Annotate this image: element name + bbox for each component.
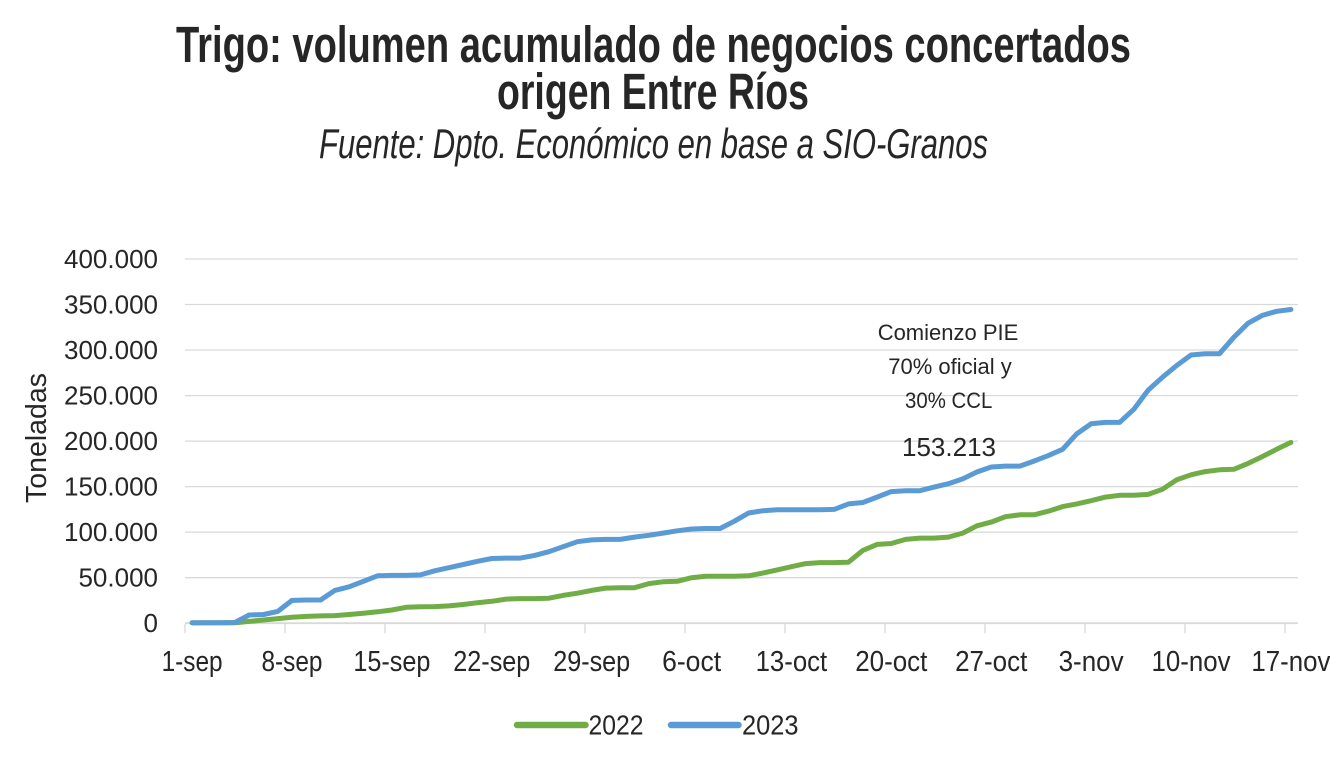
svg-text:300.000: 300.000 — [64, 335, 158, 365]
svg-text:2022: 2022 — [589, 709, 644, 740]
svg-text:29-sep: 29-sep — [553, 646, 630, 678]
svg-text:27-oct: 27-oct — [955, 646, 1027, 678]
svg-text:20-oct: 20-oct — [855, 646, 927, 678]
svg-text:0: 0 — [144, 608, 158, 638]
svg-text:15-sep: 15-sep — [353, 646, 430, 678]
svg-text:400.000: 400.000 — [64, 244, 158, 274]
svg-text:Comienzo PIE: Comienzo PIE — [878, 320, 1019, 345]
svg-text:Toneladas: Toneladas — [21, 373, 53, 503]
svg-text:22-sep: 22-sep — [453, 646, 530, 678]
svg-text:150.000: 150.000 — [64, 472, 158, 502]
svg-text:origen Entre Ríos: origen Entre Ríos — [497, 63, 809, 120]
svg-text:1-sep: 1-sep — [162, 646, 223, 678]
svg-text:Trigo: volumen acumulado de ne: Trigo: volumen acumulado de negocios con… — [176, 16, 1131, 73]
svg-text:2023: 2023 — [742, 709, 799, 740]
svg-text:50.000: 50.000 — [78, 563, 158, 593]
svg-text:Fuente: Dpto. Económico en bas: Fuente: Dpto. Económico en base a SIO-Gr… — [319, 120, 988, 167]
svg-text:100.000: 100.000 — [64, 517, 158, 547]
svg-text:13-oct: 13-oct — [756, 646, 828, 678]
svg-text:8-sep: 8-sep — [262, 646, 323, 678]
svg-text:153.213: 153.213 — [902, 432, 996, 462]
svg-text:350.000: 350.000 — [64, 290, 158, 320]
svg-text:200.000: 200.000 — [64, 426, 158, 456]
svg-text:250.000: 250.000 — [64, 381, 158, 411]
svg-text:17-nov: 17-nov — [1251, 646, 1330, 678]
svg-text:10-nov: 10-nov — [1152, 646, 1231, 678]
svg-text:3-nov: 3-nov — [1059, 646, 1124, 678]
svg-text:70% oficial y: 70% oficial y — [888, 354, 1012, 379]
svg-text:30% CCL: 30% CCL — [905, 388, 992, 413]
svg-text:6-oct: 6-oct — [662, 646, 721, 678]
